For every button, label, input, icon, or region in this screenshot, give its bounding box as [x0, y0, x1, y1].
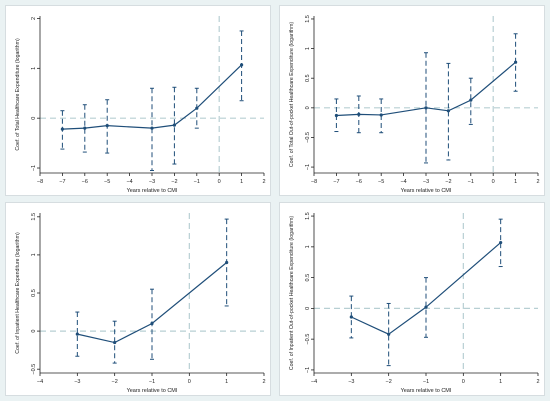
- coefficient-point: [83, 126, 87, 130]
- x-tick-label: −4: [311, 379, 317, 385]
- x-tick-label: 2: [262, 179, 265, 185]
- x-axis-title: Years relative to CMI: [401, 388, 452, 394]
- x-tick-label: −5: [378, 179, 384, 185]
- y-tick-label: 1.5: [305, 15, 311, 23]
- coefficient-point: [357, 112, 361, 116]
- y-tick-label: 1: [31, 253, 37, 256]
- x-tick-label: 1: [499, 379, 502, 385]
- x-tick-label: −2: [112, 379, 118, 385]
- x-tick-label: −1: [468, 179, 474, 185]
- coefficient-point: [60, 127, 64, 131]
- x-tick-label: −6: [82, 179, 88, 185]
- y-tick-label: 0.5: [31, 289, 37, 297]
- x-tick-label: −4: [400, 179, 406, 185]
- coefficient-point: [334, 113, 338, 118]
- y-tick-label: −1: [305, 367, 311, 373]
- coefficient-point: [240, 63, 244, 67]
- chart-total-expenditure: −1 0 1 2 −8 −7 −6 −5 −4 −3 −2 −1 0 1 2 Years relative t…: [15, 16, 266, 194]
- x-tick-label: −7: [333, 179, 339, 185]
- coefficient-point: [424, 106, 428, 110]
- y-tick-label: 2: [31, 17, 37, 20]
- y-tick-label: 1: [305, 245, 311, 248]
- x-tick-label: −8: [311, 179, 317, 185]
- x-tick-label: 0: [218, 179, 221, 185]
- coefficient-point: [105, 124, 109, 128]
- x-tick-label: 0: [492, 179, 495, 185]
- x-tick-label: −3: [74, 379, 80, 385]
- y-tick-label: −1: [305, 164, 311, 170]
- x-tick-label: −5: [104, 179, 110, 185]
- coefficient-point: [379, 113, 383, 117]
- x-tick-label: −4: [126, 179, 132, 185]
- x-tick-label: −2: [445, 179, 451, 185]
- x-tick-label: −6: [356, 179, 362, 185]
- coefficient-point: [499, 240, 503, 245]
- x-tick-label: 0: [462, 379, 465, 385]
- coefficient-point: [150, 126, 154, 130]
- coefficient-point: [469, 98, 473, 102]
- chart-panel-inpatient-oop-expenditure: −1 −0.5 0 0.5 1 1.5 −4 −3 −2 −1 0 1 2 Years relative …: [279, 202, 545, 396]
- x-tick-label: 1: [240, 179, 243, 185]
- y-tick-label: 1: [31, 67, 37, 70]
- x-axis-title: Years relative to CMI: [401, 188, 452, 194]
- chart-inpatient-oop-expenditure: −1 −0.5 0 0.5 1 1.5 −4 −3 −2 −1 0 1 2 Years relative …: [289, 212, 540, 394]
- x-tick-label: −1: [423, 379, 429, 385]
- coefficient-point: [514, 60, 518, 64]
- coefficient-line: [351, 242, 502, 335]
- y-tick-label: 0: [31, 330, 37, 333]
- x-tick-label: 1: [225, 379, 228, 385]
- x-tick-label: 2: [536, 179, 539, 185]
- x-tick-label: −2: [171, 179, 177, 185]
- y-tick-label: 1.5: [31, 213, 37, 221]
- x-tick-label: −1: [194, 179, 200, 185]
- y-tick-label: 0.5: [305, 274, 311, 282]
- y-tick-label: −0.5: [305, 334, 311, 345]
- y-tick-label: 0: [305, 106, 311, 109]
- y-axis-title: Coef. of Total Healthcare Expenditure (l…: [15, 38, 21, 151]
- chart-total-oop-expenditure: −1 −0.5 0 0.5 1 1.5 −8 −7 −6 −5 −4 −3 −2 −1 0 1 2 Years r…: [289, 15, 540, 194]
- coefficient-point: [113, 340, 117, 345]
- x-tick-label: −3: [423, 179, 429, 185]
- y-axis-title: Coef. of Total Out-of-pocket Healthcare …: [289, 22, 295, 167]
- coefficient-point: [387, 332, 391, 336]
- coefficient-line: [77, 262, 228, 344]
- x-axis-title: Years relative to CMI: [127, 388, 178, 394]
- chart-panel-inpatient-expenditure: −0.5 0 0.5 1 1.5 −4 −3 −2 −1 0 1 2 Years relative to…: [5, 202, 271, 396]
- coefficient-point: [424, 305, 428, 309]
- x-axis-title: Years relative to CMI: [127, 188, 178, 194]
- chart-inpatient-expenditure: −0.5 0 0.5 1 1.5 −4 −3 −2 −1 0 1 2 Years relative to…: [15, 213, 266, 394]
- y-tick-label: 1.5: [305, 212, 311, 220]
- y-tick-label: 0: [305, 307, 311, 310]
- x-tick-label: 1: [514, 179, 517, 185]
- chart-panel-total-expenditure: −1 0 1 2 −8 −7 −6 −5 −4 −3 −2 −1 0 1 2 Years relative t…: [5, 5, 271, 196]
- coefficient-point: [349, 315, 353, 319]
- y-tick-label: 0.5: [305, 74, 311, 82]
- x-tick-label: 2: [262, 379, 265, 385]
- x-tick-label: −7: [59, 179, 65, 185]
- x-tick-label: −3: [149, 179, 155, 185]
- y-axis-title: Coef. of Inpatient Out-of-pocket Healthc…: [289, 216, 295, 371]
- x-tick-label: −8: [37, 179, 43, 185]
- x-tick-label: −3: [348, 379, 354, 385]
- y-tick-label: −1: [31, 165, 37, 171]
- coefficient-point: [195, 106, 199, 110]
- y-tick-label: 1: [305, 47, 311, 50]
- y-tick-label: 0: [31, 117, 37, 120]
- y-tick-label: −0.5: [31, 364, 37, 375]
- coefficient-point: [225, 260, 229, 265]
- x-tick-label: 0: [188, 379, 191, 385]
- x-tick-label: 2: [536, 379, 539, 385]
- coefficient-point: [75, 332, 79, 336]
- y-tick-label: −0.5: [305, 132, 311, 143]
- y-axis-title: Coef. of Inpatient Healthcare Expenditur…: [15, 232, 21, 354]
- coefficient-point: [172, 123, 176, 127]
- x-tick-label: −4: [37, 379, 43, 385]
- coefficient-point: [446, 109, 450, 113]
- chart-panel-total-oop-expenditure: −1 −0.5 0 0.5 1 1.5 −8 −7 −6 −5 −4 −3 −2 −1 0 1 2 Years r…: [279, 5, 545, 196]
- x-tick-label: −2: [386, 379, 392, 385]
- x-tick-label: −1: [149, 379, 155, 385]
- coefficient-point: [150, 321, 154, 326]
